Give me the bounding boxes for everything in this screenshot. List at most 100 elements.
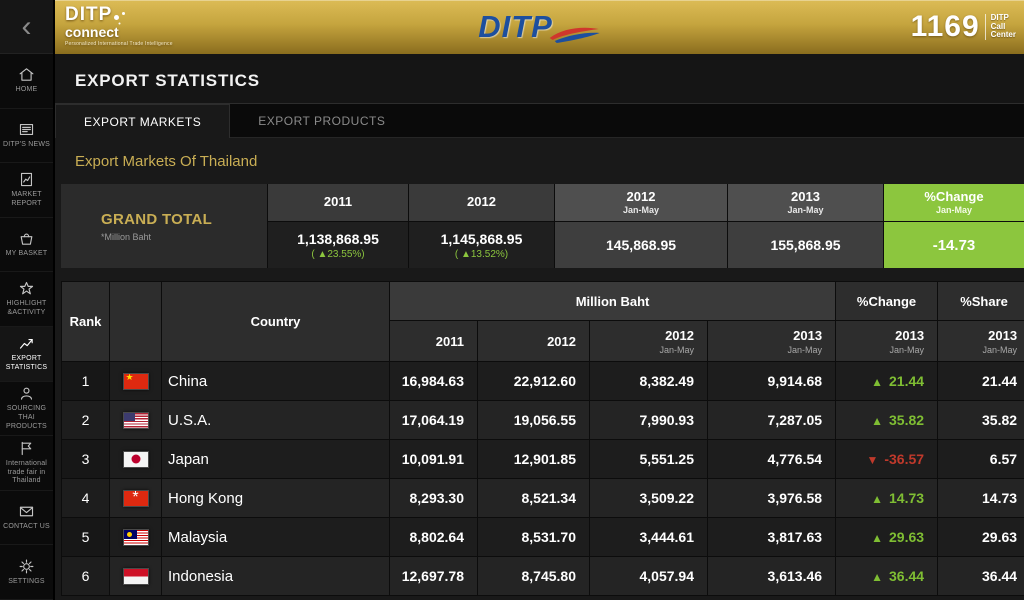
value-2012-jan-may-cell: 3,509.22 xyxy=(589,478,708,518)
logo-secondary-text: connect xyxy=(65,24,119,40)
header-flag xyxy=(109,281,162,362)
call-center-number: 1169 xyxy=(910,10,980,43)
value-2011-cell: 12,697.78 xyxy=(389,556,478,596)
home-icon xyxy=(19,68,34,82)
country-flag-cell xyxy=(109,400,162,440)
up-arrow-icon: ▲ xyxy=(871,492,883,506)
rank-cell: 5 xyxy=(61,517,110,557)
statistics-icon xyxy=(19,339,33,349)
sourcing-icon xyxy=(20,387,33,400)
pct-change-cell: ▲ 36.44 xyxy=(835,556,939,596)
grand-total-label-cell: GRAND TOTAL *Million Baht xyxy=(61,184,267,268)
grand-total-value-2012-jan-may: 145,868.95 xyxy=(555,222,727,268)
country-name-cell: Japan xyxy=(161,439,390,479)
molecule-dots-icon xyxy=(114,15,120,20)
sidebar-item-settings[interactable]: SETTINGS xyxy=(0,545,53,600)
value-2011-cell: 8,802.64 xyxy=(389,517,478,557)
value-2012-cell: 22,912.60 xyxy=(477,361,590,401)
sidebar-item-contact-us[interactable]: CONTACT US xyxy=(0,491,53,546)
value-2013-jan-may-cell: 4,776.54 xyxy=(706,439,837,479)
pct-share-cell: 36.44 xyxy=(937,556,1024,596)
country-flag-cell xyxy=(109,556,162,596)
sidebar-item-highlight-activity[interactable]: HIGHLIGHT &ACTIVITY xyxy=(0,272,53,327)
value-2013-jan-may-cell: 7,287.05 xyxy=(706,400,837,440)
country-flag-cell xyxy=(109,361,162,401)
tab-export-markets[interactable]: EXPORT MARKETS xyxy=(55,104,231,138)
table-row[interactable]: 6 Indonesia 12,697.78 8,745.80 4,057.94 3,613… xyxy=(61,556,1024,596)
rank-cell: 1 xyxy=(61,361,110,401)
header-country: Country xyxy=(161,281,390,362)
settings-icon xyxy=(19,559,34,574)
header-million-baht: Million Baht xyxy=(388,281,837,321)
sidebar-item-my-basket[interactable]: MY BASKET xyxy=(0,218,53,273)
country-table-body: 1 China16,984.6322,912.608,382.499,914.68… xyxy=(61,361,1024,596)
pct-change-cell: ▲ 14.73 xyxy=(835,478,939,518)
id-flag-icon xyxy=(122,567,149,585)
value-2013-jan-may-cell: 3,613.46 xyxy=(706,556,837,596)
sidebar-item-label: DITP'S NEWS xyxy=(2,141,51,149)
up-arrow-icon: ▲ xyxy=(871,531,883,545)
sidebar-item-label: CONTACT US xyxy=(3,523,50,531)
grand-total-unit-note: *Million Baht xyxy=(101,231,152,242)
content-area: EXPORT STATISTICS EXPORT MARKETS EXPORT … xyxy=(55,54,1024,600)
pct-change-cell: ▲ 21.44 xyxy=(835,361,939,401)
value-2012-cell: 8,531.70 xyxy=(477,517,590,557)
sidebar-item-ditps-news[interactable]: DITP'S NEWS xyxy=(0,109,53,164)
market-report-icon xyxy=(20,173,33,187)
up-arrow-icon: ▲ xyxy=(871,375,883,389)
rank-cell: 3 xyxy=(61,439,110,479)
back-chevron-icon: ‹ xyxy=(21,9,32,43)
pct-share-cell: 14.73 xyxy=(937,478,1024,518)
grand-total-table: GRAND TOTAL *Million Baht 2011 2012 2012… xyxy=(61,184,1024,268)
pct-share-cell: 35.82 xyxy=(937,400,1024,440)
sidebar-item-sourcing-thai-products[interactable]: SOURCING THAI PRODUCTS xyxy=(0,382,53,437)
table-row[interactable]: 3 Japan 10,091.91 12,901.85 5,551.25 4,776.54… xyxy=(61,439,1024,479)
page-title: EXPORT STATISTICS xyxy=(75,71,260,90)
sidebar-item-trade-fair[interactable]: International trade fair in Thailand xyxy=(0,436,53,491)
table-row[interactable]: 5 Malaysia 8,802.64 8,531.70 3,444.61 3,817.6… xyxy=(61,517,1024,557)
tab-export-products[interactable]: EXPORT PRODUCTS xyxy=(258,113,386,128)
grand-total-header-2013-jan-may: 2013 Jan-May xyxy=(728,184,883,221)
header-pct-change: %Change xyxy=(835,281,939,321)
value-2012-cell: 19,056.55 xyxy=(477,400,590,440)
sidebar-item-export-statistics[interactable]: EXPORT STATISTICS xyxy=(0,326,53,382)
grand-total-value-2013-jan-may: 155,868.95 xyxy=(728,222,883,268)
header-year-2012: 2012 xyxy=(477,320,590,362)
header-rank: Rank xyxy=(61,281,110,362)
grand-total-title: GRAND TOTAL xyxy=(101,210,213,228)
sidebar-item-market-report[interactable]: MARKET REPORT xyxy=(0,163,53,218)
value-2012-cell: 8,521.34 xyxy=(477,478,590,518)
grand-total-value-2012: 1,145,868.95( ▲13.52%) xyxy=(409,222,554,268)
table-row[interactable]: 2 U.S.A. 17,064.19 19,056.55 7,990.93 7,287.0… xyxy=(61,400,1024,440)
pct-share-cell: 21.44 xyxy=(937,361,1024,401)
tab-bar: EXPORT MARKETS EXPORT PRODUCTS xyxy=(55,104,1024,138)
value-2013-jan-may-cell: 9,914.68 xyxy=(706,361,837,401)
pct-share-cell: 6.57 xyxy=(937,439,1024,479)
header-year-2013-jan-may: 2013 Jan-May xyxy=(706,320,837,362)
pct-share-cell: 29.63 xyxy=(937,517,1024,557)
section-subtitle: Export Markets Of Thailand xyxy=(75,153,258,170)
highlight-icon xyxy=(19,282,34,295)
sidebar-nav: HOME DITP'S NEWS MARKET REPORT MY BASKET… xyxy=(0,54,53,600)
rank-cell: 6 xyxy=(61,556,110,596)
grand-total-value-pct-change: -14.73 xyxy=(884,222,1024,268)
sidebar-item-label: HOME xyxy=(15,86,38,94)
table-row[interactable]: 1 China16,984.6322,912.608,382.499,914.68… xyxy=(61,361,1024,401)
value-2012-jan-may-cell: 3,444.61 xyxy=(589,517,708,557)
top-header: DITP connect Personalized International … xyxy=(55,0,1024,54)
cn-flag-icon xyxy=(122,372,149,390)
rank-cell: 2 xyxy=(61,400,110,440)
table-header: Rank Country Million Baht %Change %Share… xyxy=(61,281,1024,362)
value-2012-jan-may-cell: 8,382.49 xyxy=(589,361,708,401)
sidebar-item-home[interactable]: HOME xyxy=(0,54,53,109)
country-flag-cell xyxy=(109,439,162,479)
logo-primary-text: DITP xyxy=(65,4,113,25)
pct-change-cell: ▼ -36.57 xyxy=(835,439,939,479)
jp-flag-icon xyxy=(122,450,149,468)
logo-tagline: Personalized International Trade Intelli… xyxy=(65,41,173,47)
header-year-2012-jan-may: 2012 Jan-May xyxy=(589,320,708,362)
table-row[interactable]: 4 Hong Kong8,293.308,521.343,509.223,976.… xyxy=(61,478,1024,518)
back-button[interactable]: ‹ xyxy=(0,0,53,54)
country-name-cell: U.S.A. xyxy=(161,400,390,440)
